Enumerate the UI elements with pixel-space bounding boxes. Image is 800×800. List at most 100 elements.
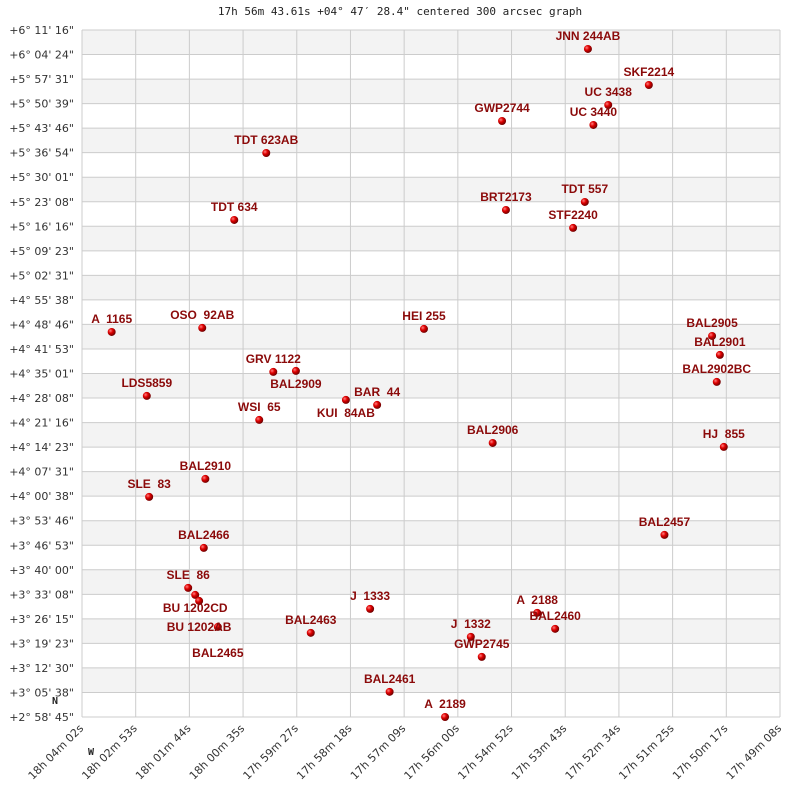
y-tick-label: +3° 53' 46" [9, 515, 74, 528]
star-point[interactable] [708, 331, 717, 340]
star-label: BAL2466 [178, 528, 230, 542]
star-point[interactable] [230, 215, 239, 224]
y-tick-label: +5° 57' 31" [9, 73, 74, 86]
grid-band [82, 30, 780, 55]
star-point[interactable] [533, 608, 542, 617]
star-point[interactable] [569, 223, 578, 232]
star-point[interactable] [107, 327, 116, 336]
grid-band [82, 667, 780, 693]
x-tick-label: 18h 01m 44s [133, 722, 194, 783]
y-tick-label: +5° 16' 16" [9, 220, 74, 233]
x-tick-label: 17h 57m 09s [348, 722, 409, 783]
star-point[interactable] [291, 366, 300, 375]
grid-band [82, 618, 780, 644]
star-label: BAL2905 [686, 316, 738, 330]
y-tick-label: +3° 19' 23" [9, 637, 74, 650]
star-label: BAL2463 [285, 613, 337, 627]
star-label: UC 3440 [570, 105, 618, 119]
x-tick-label: 17h 52m 34s [563, 722, 624, 783]
north-indicator: N [52, 696, 58, 707]
x-tick-label: 17h 56m 00s [402, 722, 463, 783]
star-point[interactable] [644, 81, 653, 90]
star-point[interactable] [715, 350, 724, 359]
star-point[interactable] [551, 624, 560, 633]
star-label: BAR 44 [354, 385, 400, 399]
star-label: A 2189 [424, 697, 466, 711]
y-tick-label: +5° 43' 46" [9, 122, 74, 135]
star-point[interactable] [201, 474, 210, 483]
star-point[interactable] [366, 604, 375, 613]
star-point[interactable] [488, 438, 497, 447]
west-indicator: W [88, 747, 95, 758]
star-label: LDS5859 [121, 376, 172, 390]
star-point[interactable] [419, 324, 428, 333]
star-point[interactable] [145, 492, 154, 501]
y-tick-label: +4° 41' 53" [9, 343, 74, 356]
x-tick-label: 17h 58m 18s [294, 722, 355, 783]
grid-band [82, 373, 780, 399]
star-point[interactable] [269, 367, 278, 376]
y-tick-label: +5° 30' 01" [9, 171, 74, 184]
x-tick-label: 17h 59m 27s [240, 722, 301, 783]
star-label: TDT 623AB [234, 133, 298, 147]
star-label: BAL2901 [694, 335, 746, 349]
star-point[interactable] [589, 120, 598, 129]
star-label: SKF2214 [623, 65, 674, 79]
star-point[interactable] [583, 44, 592, 53]
grid-band [82, 79, 780, 104]
star-point[interactable] [184, 583, 193, 592]
star-point[interactable] [198, 323, 207, 332]
star-label: A 1165 [91, 312, 132, 326]
star-label: J 1332 [451, 617, 491, 631]
star-label: BU 1202CD [163, 601, 228, 615]
star-point[interactable] [466, 632, 475, 641]
star-label: BAL2902BC [682, 362, 751, 376]
star-point[interactable] [199, 543, 208, 552]
star-point[interactable] [195, 596, 204, 605]
star-point[interactable] [604, 100, 613, 109]
star-label: BAL2461 [364, 672, 416, 686]
star-label: J 1333 [350, 589, 390, 603]
star-label: BAL2457 [639, 515, 691, 529]
star-label: GWP2744 [474, 101, 530, 115]
star-point[interactable] [213, 622, 222, 631]
y-tick-label: +5° 02' 31" [9, 269, 74, 282]
grid-band [82, 177, 780, 202]
star-point[interactable] [498, 116, 507, 125]
star-label: A 2188 [516, 593, 558, 607]
star-point[interactable] [477, 652, 486, 661]
star-point[interactable] [191, 590, 200, 599]
y-tick-label: +4° 00' 38" [9, 490, 74, 503]
star-label: BAL2460 [529, 609, 581, 623]
star-point[interactable] [719, 442, 728, 451]
star-label: GWP2745 [454, 637, 510, 651]
star-point[interactable] [341, 395, 350, 404]
y-tick-label: +3° 40' 00" [9, 564, 74, 577]
y-tick-label: +2° 58' 45" [9, 711, 74, 724]
y-tick-label: +5° 09' 23" [9, 245, 74, 258]
chart-title: 17h 56m 43.61s +04° 47′ 28.4" centered 3… [217, 5, 583, 18]
star-label: SLE 83 [127, 477, 171, 491]
star-label: HJ 855 [703, 427, 745, 441]
star-label: BAL2910 [180, 459, 232, 473]
y-tick-label: +4° 48' 46" [9, 318, 74, 331]
star-point[interactable] [441, 713, 450, 721]
star-label: OSO 92AB [170, 308, 234, 322]
y-tick-label: +3° 46' 53" [9, 539, 74, 552]
star-point[interactable] [255, 415, 264, 424]
star-point[interactable] [385, 687, 394, 696]
star-point[interactable] [660, 530, 669, 539]
star-point[interactable] [580, 197, 589, 206]
star-label: BU 1202AB [167, 620, 232, 634]
star-point[interactable] [306, 628, 315, 637]
star-label: BAL2906 [467, 423, 519, 437]
y-tick-label: +6° 11' 16" [9, 24, 74, 37]
star-point[interactable] [712, 377, 721, 386]
star-label: UC 3438 [585, 85, 633, 99]
star-point[interactable] [262, 148, 271, 157]
star-point[interactable] [142, 391, 151, 400]
star-point[interactable] [373, 400, 382, 409]
x-tick-label: 18h 00m 35s [187, 722, 248, 783]
star-point[interactable] [501, 205, 510, 214]
